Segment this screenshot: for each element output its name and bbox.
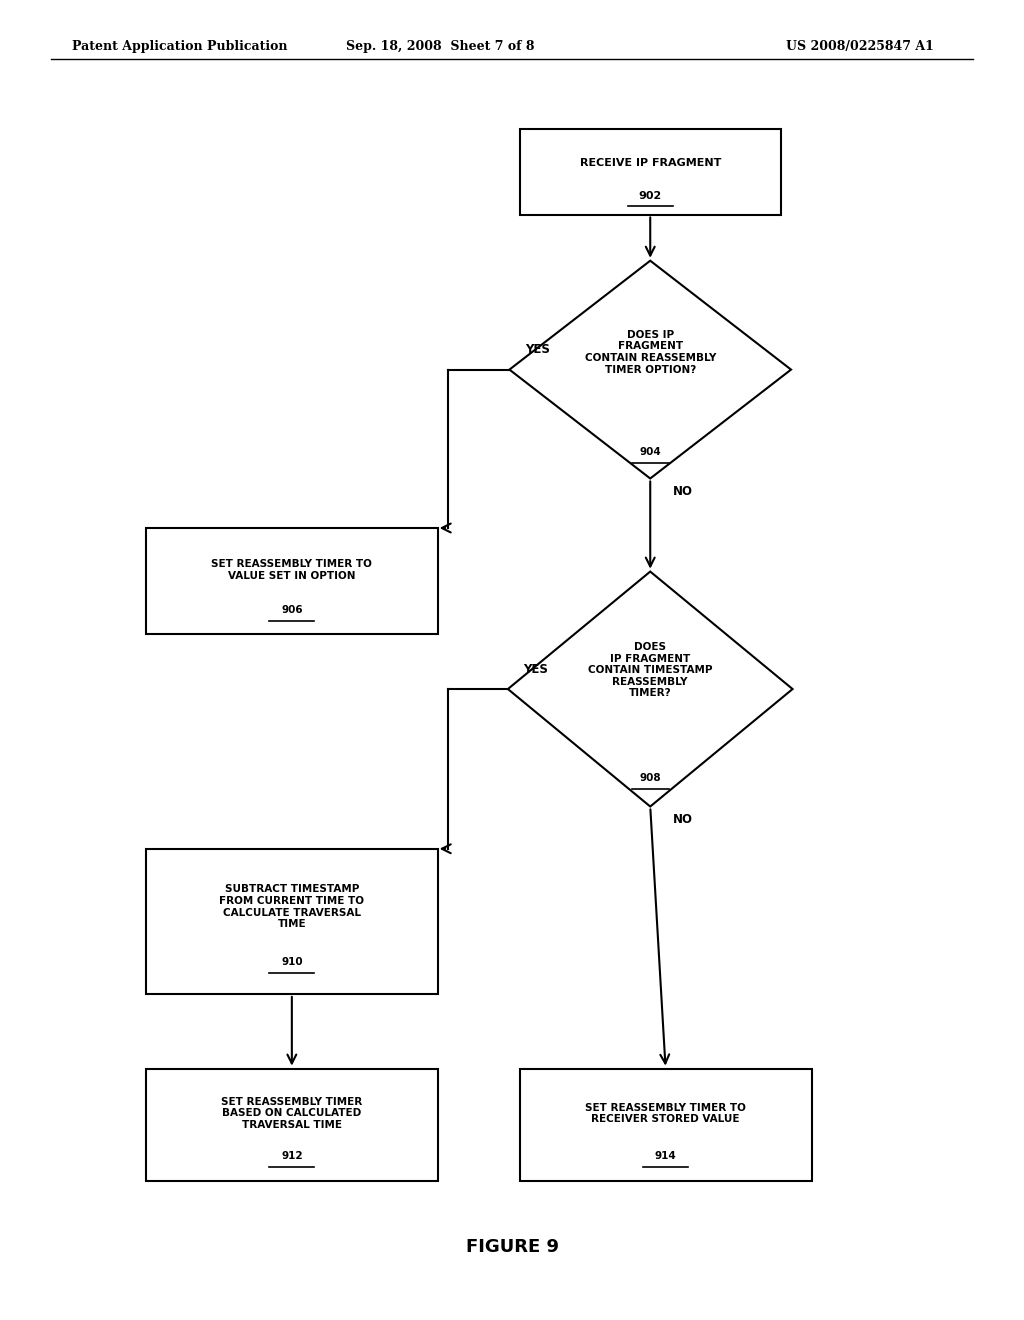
Polygon shape <box>508 572 793 807</box>
Text: US 2008/0225847 A1: US 2008/0225847 A1 <box>786 40 934 53</box>
Text: SUBTRACT TIMESTAMP
FROM CURRENT TIME TO
CALCULATE TRAVERSAL
TIME: SUBTRACT TIMESTAMP FROM CURRENT TIME TO … <box>219 884 365 929</box>
Text: 906: 906 <box>281 606 303 615</box>
Text: DOES IP
FRAGMENT
CONTAIN REASSEMBLY
TIMER OPTION?: DOES IP FRAGMENT CONTAIN REASSEMBLY TIME… <box>585 330 716 375</box>
Text: 910: 910 <box>281 957 303 968</box>
Text: YES: YES <box>523 663 548 676</box>
Text: Patent Application Publication: Patent Application Publication <box>72 40 287 53</box>
Text: 912: 912 <box>281 1151 303 1162</box>
Text: DOES
IP FRAGMENT
CONTAIN TIMESTAMP
REASSEMBLY
TIMER?: DOES IP FRAGMENT CONTAIN TIMESTAMP REASS… <box>588 642 713 698</box>
Text: Sep. 18, 2008  Sheet 7 of 8: Sep. 18, 2008 Sheet 7 of 8 <box>346 40 535 53</box>
FancyBboxPatch shape <box>520 128 781 214</box>
Polygon shape <box>510 261 791 479</box>
Text: YES: YES <box>524 343 550 356</box>
Text: NO: NO <box>673 486 693 498</box>
Text: 902: 902 <box>639 190 662 201</box>
Text: 914: 914 <box>654 1151 677 1162</box>
FancyBboxPatch shape <box>145 849 438 994</box>
Text: RECEIVE IP FRAGMENT: RECEIVE IP FRAGMENT <box>580 158 721 168</box>
Text: NO: NO <box>673 813 693 826</box>
FancyBboxPatch shape <box>145 528 438 634</box>
Text: SET REASSEMBLY TIMER TO
RECEIVER STORED VALUE: SET REASSEMBLY TIMER TO RECEIVER STORED … <box>585 1102 746 1125</box>
FancyBboxPatch shape <box>145 1069 438 1180</box>
Text: SET REASSEMBLY TIMER TO
VALUE SET IN OPTION: SET REASSEMBLY TIMER TO VALUE SET IN OPT… <box>211 560 373 581</box>
Text: FIGURE 9: FIGURE 9 <box>466 1238 558 1257</box>
FancyBboxPatch shape <box>520 1069 811 1180</box>
Text: 908: 908 <box>639 774 662 783</box>
Text: 904: 904 <box>639 447 662 457</box>
Text: SET REASSEMBLY TIMER
BASED ON CALCULATED
TRAVERSAL TIME: SET REASSEMBLY TIMER BASED ON CALCULATED… <box>221 1097 362 1130</box>
